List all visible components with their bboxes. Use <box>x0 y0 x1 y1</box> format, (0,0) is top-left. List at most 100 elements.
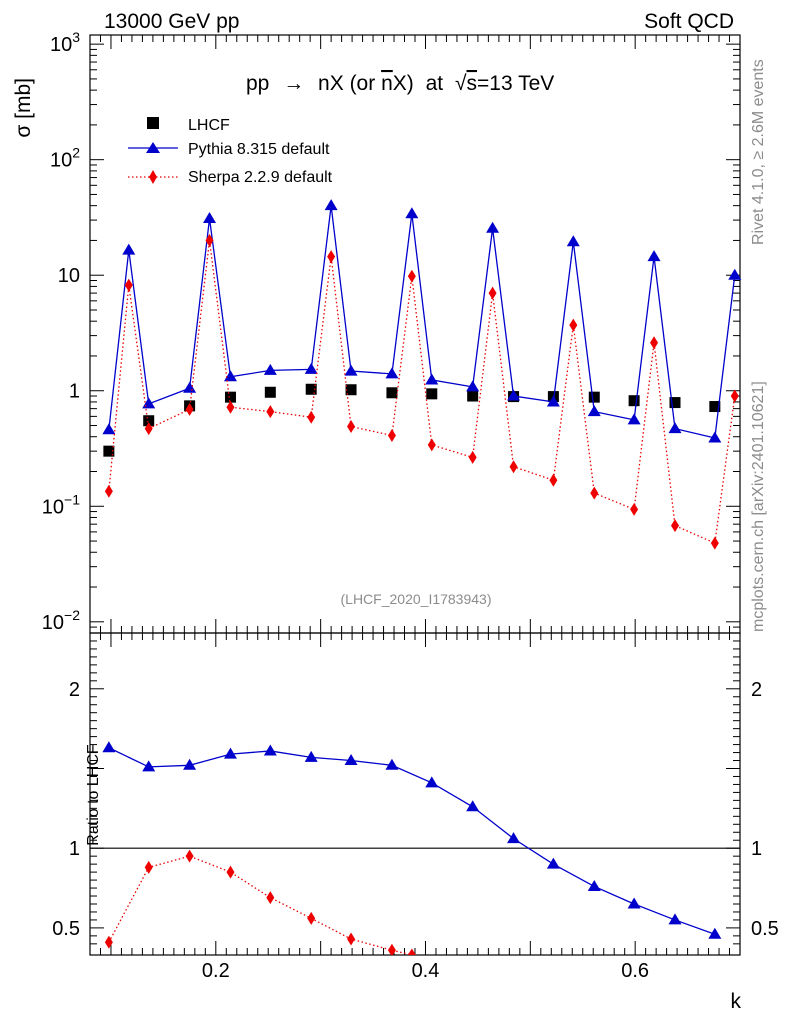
main-pythia-point <box>223 370 237 382</box>
main-sherpa-point <box>509 460 518 474</box>
main-lhcf-point <box>426 388 438 400</box>
header-right: Soft QCD <box>644 10 734 33</box>
main-pythia-point <box>507 389 521 401</box>
main-sherpa-point <box>488 286 497 300</box>
ratio-series <box>102 741 722 955</box>
main-sherpa-point <box>590 486 599 500</box>
ratio-pythia-point <box>627 897 641 909</box>
main-lhcf-point <box>386 387 398 399</box>
main-sherpa-point <box>104 484 113 498</box>
main-sherpa-line <box>108 240 736 545</box>
ratio-y-tick-label-left: 2 <box>69 679 80 701</box>
main-lhcf-point <box>467 390 479 402</box>
title-arrow: → <box>283 72 304 95</box>
main-sherpa-point <box>671 519 679 533</box>
main-sherpa-point <box>347 420 356 434</box>
main-pythia-line <box>108 205 736 439</box>
title-middle: nX (or <box>318 72 381 95</box>
main-y-tick-label: 10−1 <box>42 491 80 518</box>
rivet-version-label: Rivet 4.1.0, ≥ 2.6M events <box>750 59 767 245</box>
ratio-sherpa-point <box>307 911 316 925</box>
main-pythia-point <box>203 211 217 223</box>
main-axis-ticks <box>89 35 741 634</box>
main-pythia-point <box>587 405 601 417</box>
ratio-pythia-point <box>385 758 399 770</box>
main-pythia-point <box>466 380 480 392</box>
main-lhcf-point <box>709 401 721 413</box>
main-pythia-point <box>263 363 277 375</box>
main-pythia-point <box>385 367 399 379</box>
main-sherpa-point <box>569 318 578 332</box>
title-energy: =13 TeV <box>477 72 554 95</box>
tick-label-base: 10 <box>42 496 64 518</box>
main-lhcf-point <box>143 415 155 427</box>
legend-lhcf-marker <box>147 117 159 129</box>
ratio-pythia-point <box>587 879 601 891</box>
ratio-pythia-point <box>708 927 722 939</box>
ratio-sherpa-point <box>266 891 275 905</box>
ratio-pythia-point <box>507 832 521 844</box>
ratio-panel: 0.5 0.5 1 1 2 2 0.2 0.4 0.6 Ratio to LHCF k <box>52 632 779 1013</box>
main-lhcf-point <box>588 391 600 403</box>
main-lhcf-point <box>305 383 317 395</box>
legend-lhcf-label: LHCF <box>188 117 230 134</box>
tick-label-exponent: −1 <box>64 491 80 507</box>
main-sherpa-point <box>650 336 659 350</box>
main-lhcf-point <box>103 445 115 457</box>
main-lhcf-point <box>669 397 681 409</box>
main-y-tick-label: 10−2 <box>42 607 80 634</box>
main-sherpa-point <box>307 410 316 424</box>
title-sqrt: √ <box>455 72 467 95</box>
legend-pythia-marker <box>146 142 160 153</box>
legend-sherpa-label: Sherpa 2.2.9 default <box>188 169 333 186</box>
main-sherpa-point <box>144 422 153 436</box>
tick-label-base: 10 <box>50 34 72 56</box>
main-y-axis-label: σ [mb] <box>12 78 35 138</box>
main-sherpa-point <box>407 269 416 283</box>
main-lhcf-point <box>224 391 236 403</box>
tick-label-exponent: −2 <box>64 607 80 623</box>
ratio-sherpa-point <box>185 849 194 863</box>
main-pythia-point <box>647 250 661 262</box>
main-pythia-point <box>122 243 136 255</box>
main-pythia-point <box>486 221 500 233</box>
tick-label-exponent: 3 <box>72 29 80 45</box>
main-pythia-point <box>324 199 338 211</box>
analysis-annotation: (LHCF_2020_I1783943) <box>341 591 492 607</box>
main-sherpa-point <box>710 536 719 550</box>
main-series <box>102 199 742 550</box>
main-y-tick-label: 10 <box>58 265 80 287</box>
legend-pythia-label: Pythia 8.315 default <box>188 141 330 158</box>
ratio-pythia-point <box>263 744 277 756</box>
main-pythia-point <box>728 268 742 280</box>
title-suffix: X) <box>393 72 414 95</box>
legend: LHCF Pythia 8.315 default Sherpa 2.2.9 d… <box>128 117 333 186</box>
main-sherpa-point <box>630 502 639 516</box>
ratio-sherpa-point <box>226 865 235 879</box>
title-nbar: n <box>381 72 393 95</box>
ratio-sherpa-point <box>347 932 356 946</box>
main-sherpa-point <box>266 405 275 419</box>
ratio-sherpa-point <box>387 943 396 955</box>
ratio-sherpa-point <box>104 935 113 949</box>
ratio-y-tick-label-left: 0.5 <box>52 918 80 940</box>
ratio-pythia-line <box>108 747 716 935</box>
main-sherpa-point <box>730 389 739 403</box>
main-sherpa-point <box>124 278 133 292</box>
main-sherpa-point <box>226 400 235 414</box>
ratio-tick-labels: 0.5 0.5 1 1 2 2 0.2 0.4 0.6 <box>52 679 779 982</box>
x-tick-label: 0.2 <box>202 960 230 982</box>
header-left: 13000 GeV pp <box>104 10 239 33</box>
tick-label-base: 10 <box>42 612 64 634</box>
main-y-tick-label: 1 <box>69 381 80 403</box>
title-prefix: pp <box>246 72 269 95</box>
ratio-pythia-point <box>668 913 682 925</box>
main-sherpa-point <box>327 250 336 264</box>
ratio-pythia-point <box>344 754 358 766</box>
main-sherpa-point <box>387 428 396 442</box>
main-pythia-point <box>142 397 156 409</box>
x-tick-label: 0.4 <box>412 960 440 982</box>
tick-label-base: 10 <box>50 150 72 172</box>
